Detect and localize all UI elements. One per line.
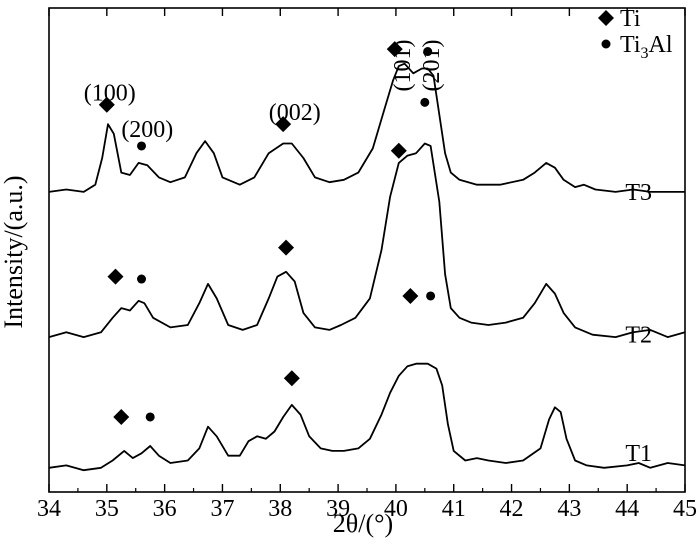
series-layer [48,62,686,472]
peak-label: (101) [390,40,416,92]
ti-diamond-marker [107,268,124,285]
curve-label: T1 [625,441,652,467]
peak-label: (201) [419,40,445,92]
x-tick-label: 38 [268,496,292,522]
plot-border [48,7,686,493]
legend-entry-label: Ti [620,6,641,32]
ti-diamond-marker [283,370,300,387]
annotation-layer: (100) (200) (002) (101) (201) T3 T2 T1 [84,40,652,468]
x-tick-label: 34 [37,496,61,522]
x-tick-label: 41 [442,496,466,522]
ti3al-dot-marker [137,141,147,151]
x-tick-label: 35 [95,496,119,522]
x-tick-label: 37 [210,496,234,522]
ti3al-dot-marker [423,47,433,57]
x-axis-title: 2θ/(°) [333,509,393,538]
x-tick-label: 44 [615,496,639,522]
x-axis: 34 35 36 37 38 39 40 41 42 43 44 45 [37,8,697,522]
x-tick-label: 36 [153,496,177,522]
ti3al-dot-marker [137,274,147,284]
plot-frame [48,7,686,493]
peak-label: (200) [121,117,173,143]
x-tick-label: 39 [326,496,350,522]
x-tick-label: 40 [384,496,408,522]
legend-entry-label: Ti3Al [620,32,673,62]
series-t3-line [48,62,685,193]
ti-diamond-marker [113,408,130,425]
ti-diamond-marker [98,96,115,113]
ti-diamond-marker [402,287,419,304]
x-tick-label: 42 [500,496,524,522]
ti-diamond-marker [278,239,295,256]
x-tick-label: 43 [557,496,581,522]
ti-diamond-marker [386,41,403,58]
series-t2-line [48,142,686,338]
x-tick-label: 45 [673,496,697,522]
peak-label: (100) [84,81,136,107]
y-axis-title: Intensity/(a.u.) [0,175,28,328]
ti3al-dot-marker [145,412,155,422]
curve-label: T2 [625,323,652,349]
peak-label: (002) [269,100,321,126]
curve-label: T3 [625,180,652,206]
marker-layer [98,41,436,425]
ti-diamond-marker [275,116,292,133]
ti-diamond-marker [390,142,407,159]
series-t1-line [48,362,686,472]
ti3al-dot-marker [420,97,430,107]
legend-diamond-icon [598,10,614,26]
ti3al-dot-marker [426,291,436,301]
legend-dot-icon [601,39,611,49]
